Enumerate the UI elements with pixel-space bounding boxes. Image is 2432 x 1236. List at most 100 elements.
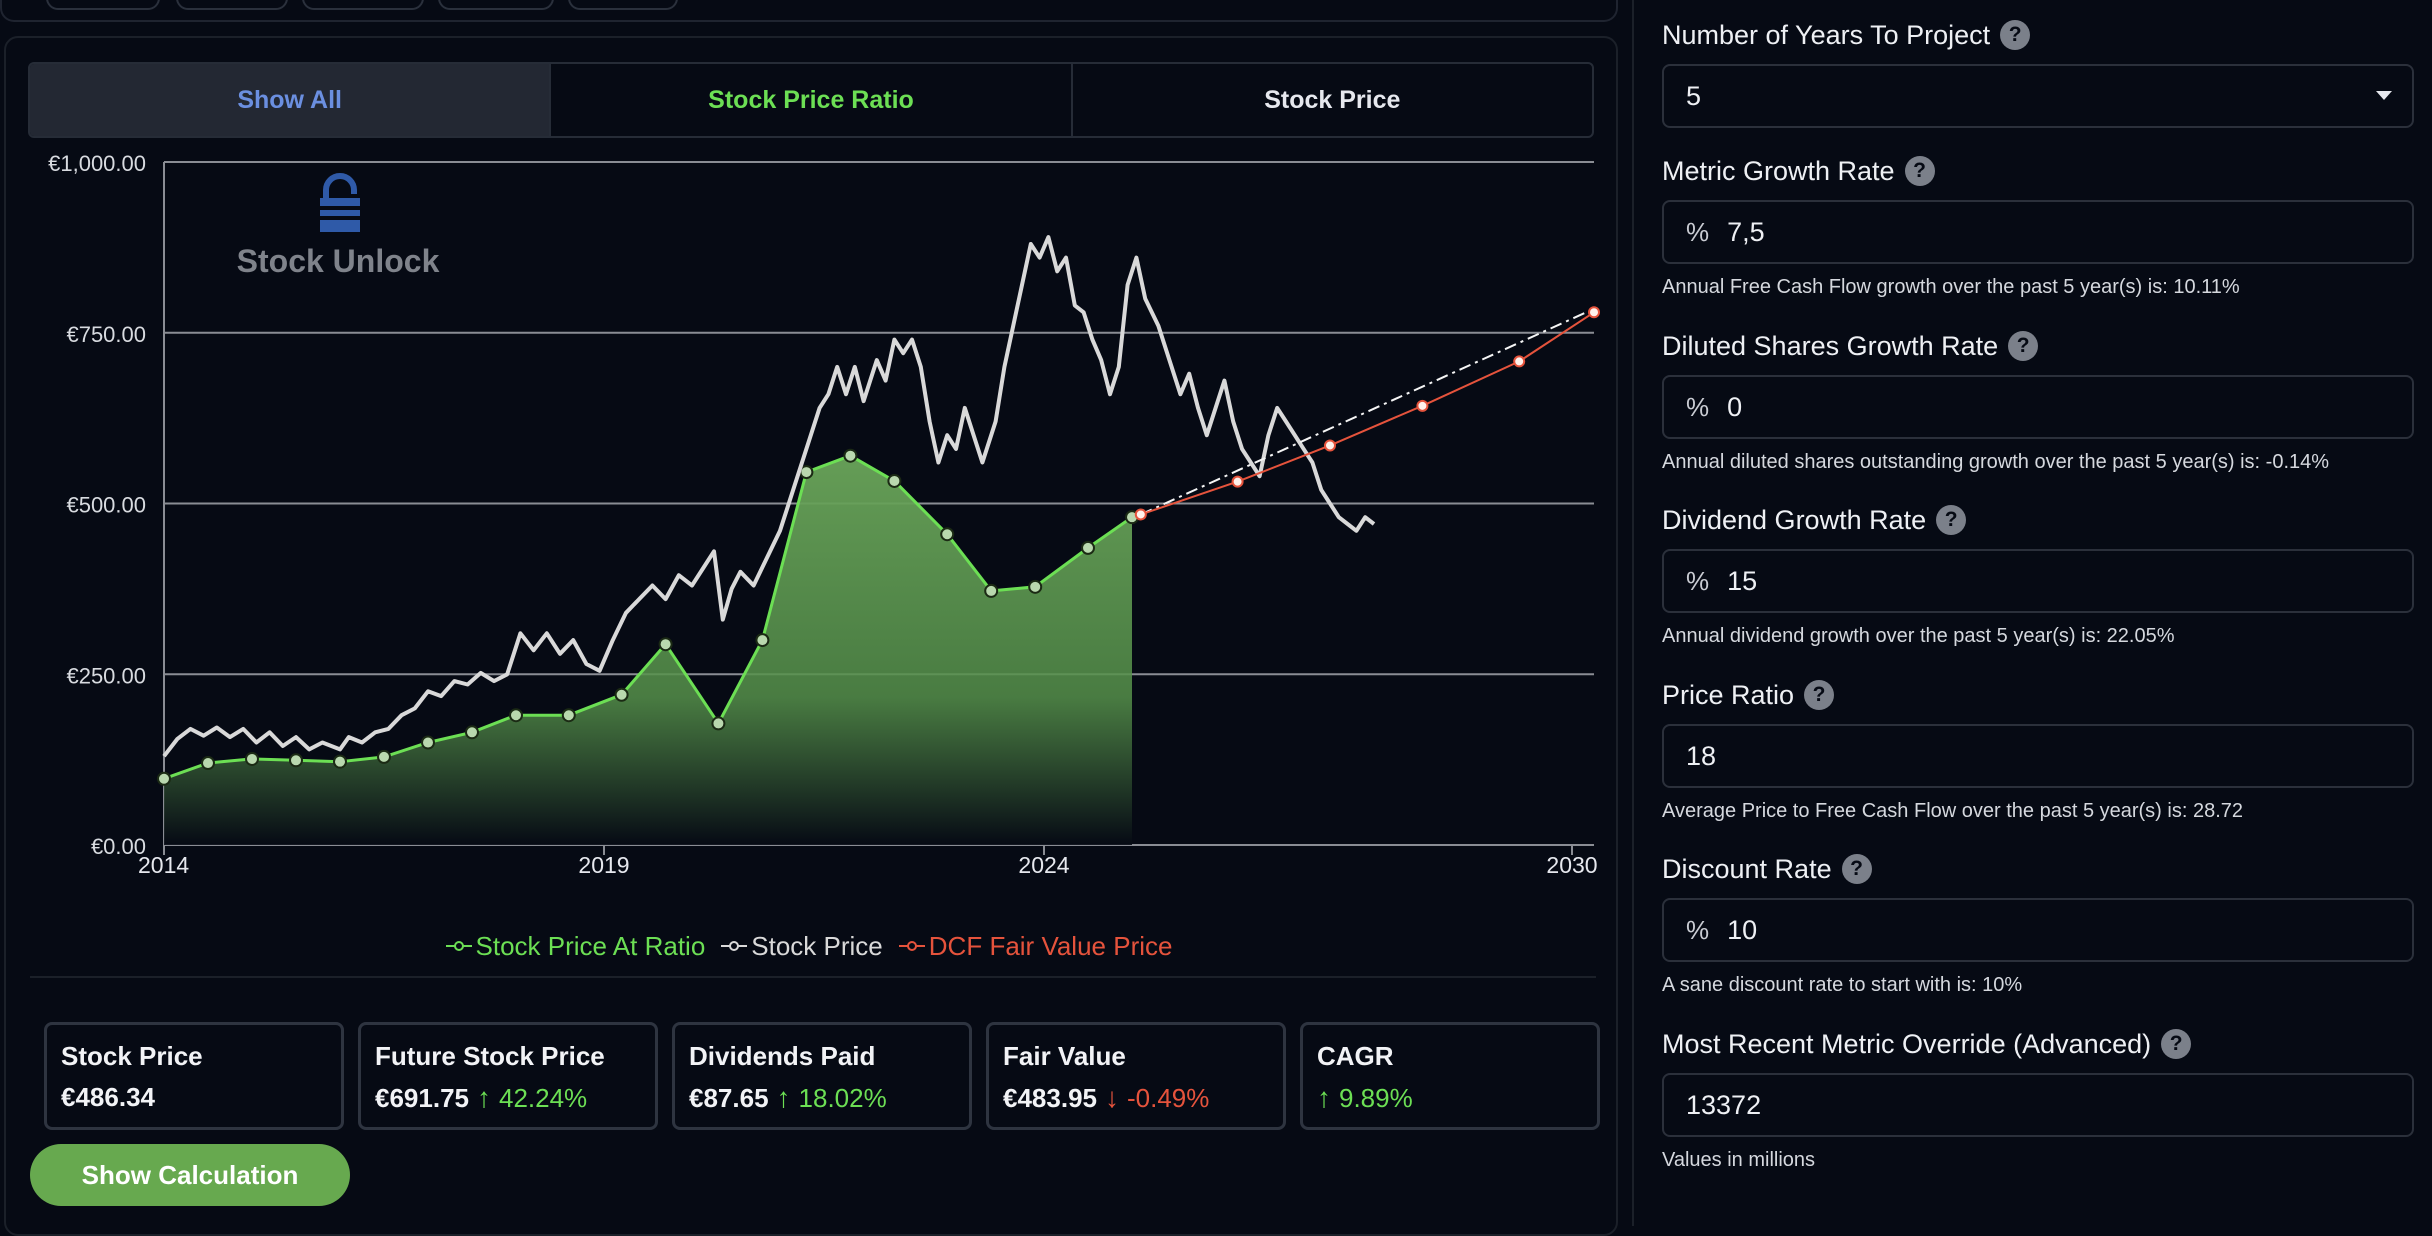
help-icon[interactable]: ? — [1936, 505, 1967, 535]
card-dividends-paid: Dividends Paid €87.65 ↑ 18.02% — [672, 1022, 972, 1130]
tab-stock-price-ratio[interactable]: Stock Price Ratio — [551, 64, 1073, 136]
x-tick-label: 2014 — [138, 852, 189, 878]
card-value: €486.34 — [61, 1082, 155, 1112]
card-cagr: CAGR ↑ 9.89% — [1300, 1022, 1600, 1130]
legend-stock-price-at-ratio[interactable]: Stock Price At Ratio — [445, 931, 705, 962]
ratio-point — [1081, 540, 1095, 555]
diluted-shares-growth-rate-input[interactable]: % 0 — [1662, 375, 2414, 439]
select-value: 5 — [1686, 80, 1702, 111]
show-calculation-button[interactable]: Show Calculation — [30, 1144, 350, 1206]
ratio-point — [421, 735, 435, 750]
percent-prefix: % — [1686, 565, 1710, 596]
legend-marker-icon — [721, 939, 748, 953]
ratio-point — [755, 633, 770, 648]
dividend-growth-rate-field: Dividend Growth Rate ? % 15 Annual divid… — [1662, 503, 2414, 648]
field-hint: Annual diluted shares outstanding growth… — [1662, 451, 2330, 473]
y-tick-label: €1,000.00 — [48, 151, 146, 176]
top-panel-edge — [0, 0, 1618, 22]
discount-rate-field: Discount Rate ? % 10 A sane discount rat… — [1662, 852, 2414, 997]
price-ratio-field: Price Ratio ? 18 Average Price to Free C… — [1662, 678, 2414, 823]
field-hint: Annual Free Cash Flow growth over the pa… — [1662, 276, 2240, 298]
card-value: €87.65 — [689, 1082, 769, 1113]
field-label: Most Recent Metric Override (Advanced) — [1662, 1028, 2152, 1059]
ratio-point — [289, 753, 303, 768]
card-change: -0.49% — [1126, 1082, 1210, 1113]
discount-rate-input[interactable]: % 10 — [1662, 898, 2414, 962]
card-value: €483.95 — [1003, 1082, 1097, 1113]
dcf-point — [1324, 439, 1336, 452]
legend-marker-icon — [445, 939, 472, 953]
input-value: 0 — [1727, 391, 1743, 422]
top-pill[interactable] — [176, 0, 288, 10]
help-icon[interactable]: ? — [1904, 156, 1935, 186]
card-title: Stock Price — [61, 1041, 203, 1071]
help-icon[interactable]: ? — [1804, 680, 1835, 710]
x-tick-label: 2024 — [1018, 852, 1069, 878]
legend-dcf-fair-value[interactable]: DCF Fair Value Price — [898, 930, 1173, 962]
card-fair-value: Fair Value €483.95 ↓ -0.49% — [986, 1022, 1286, 1130]
percent-prefix: % — [1686, 391, 1710, 422]
projection-line — [1140, 307, 1595, 516]
ratio-point — [561, 708, 576, 723]
ratio-point — [658, 637, 673, 652]
field-label: Dividend Growth Rate — [1662, 504, 1927, 535]
y-tick-label: €750.00 — [66, 322, 146, 347]
price-chart: Stock Unlock €0.00 €250.00 €500.00 €750.00 €… — [48, 151, 1600, 878]
logo-text: Stock Unlock — [237, 243, 440, 279]
card-title: Future Stock Price — [375, 1041, 605, 1071]
field-label: Diluted Shares Growth Rate — [1662, 330, 1999, 361]
top-pill[interactable] — [302, 0, 424, 10]
divider — [30, 976, 1596, 978]
top-pill[interactable] — [568, 0, 678, 10]
ratio-point — [887, 473, 902, 488]
arrow-up-icon: ↑ — [476, 1082, 491, 1113]
ratio-point — [940, 527, 955, 542]
field-label: Metric Growth Rate — [1662, 155, 1895, 186]
price-ratio-input[interactable]: 18 — [1662, 724, 2414, 788]
ratio-point — [157, 771, 171, 786]
card-title: Fair Value — [1003, 1041, 1126, 1071]
tab-stock-price[interactable]: Stock Price — [1264, 85, 1401, 114]
ratio-point — [465, 725, 479, 740]
x-tick-label: 2030 — [1546, 852, 1597, 878]
help-icon[interactable]: ? — [1841, 854, 1872, 884]
ratio-point — [1028, 579, 1043, 594]
metric-growth-rate-field: Metric Growth Rate ? % 7,5 Annual Free C… — [1662, 154, 2414, 299]
y-tick-label: €250.00 — [66, 663, 146, 688]
arrow-up-icon: ↑ — [776, 1082, 791, 1113]
field-hint: Annual dividend growth over the past 5 y… — [1662, 625, 2175, 647]
ratio-point — [711, 716, 726, 731]
ratio-point — [245, 751, 259, 766]
top-pill[interactable] — [46, 0, 160, 10]
help-icon[interactable]: ? — [2000, 20, 2031, 50]
percent-prefix: % — [1686, 216, 1710, 247]
metric-override-input[interactable]: 13372 — [1662, 1073, 2414, 1137]
field-label: Number of Years To Project — [1662, 19, 1991, 50]
legend-stock-price[interactable]: Stock Price — [721, 931, 883, 962]
years-to-project-select[interactable]: 5 — [1662, 64, 2414, 128]
stock-unlock-logo: Stock Unlock — [237, 173, 440, 279]
ratio-point — [614, 687, 629, 702]
card-stock-price: Stock Price €486.34 — [44, 1022, 344, 1130]
lock-icon — [320, 173, 360, 232]
diluted-shares-growth-rate-field: Diluted Shares Growth Rate ? % 0 Annual … — [1662, 329, 2414, 474]
arrow-down-icon: ↓ — [1104, 1082, 1119, 1113]
tab-show-all[interactable]: Show All — [30, 64, 552, 136]
arrow-up-icon: ↑ — [1317, 1082, 1331, 1113]
dividend-growth-rate-input[interactable]: % 15 — [1662, 549, 2414, 613]
dcf-point — [1588, 306, 1600, 319]
top-pill[interactable] — [438, 0, 554, 10]
legend-marker-icon — [898, 939, 925, 953]
dcf-point — [1416, 399, 1429, 412]
field-hint: A sane discount rate to start with is: 1… — [1662, 974, 2023, 996]
years-to-project-field: Number of Years To Project ? 5 — [1662, 18, 2414, 128]
help-icon[interactable]: ? — [2008, 331, 2039, 361]
help-icon[interactable]: ? — [2161, 1029, 2192, 1059]
legend-label: DCF Fair Value Price — [928, 930, 1173, 961]
card-value: €691.75 — [375, 1082, 469, 1113]
card-title: Dividends Paid — [689, 1041, 876, 1071]
card-change: 9.89% — [1339, 1082, 1413, 1113]
metric-growth-rate-input[interactable]: % 7,5 — [1662, 200, 2414, 264]
ratio-area-fill — [164, 455, 1132, 845]
ratio-point — [509, 708, 523, 723]
